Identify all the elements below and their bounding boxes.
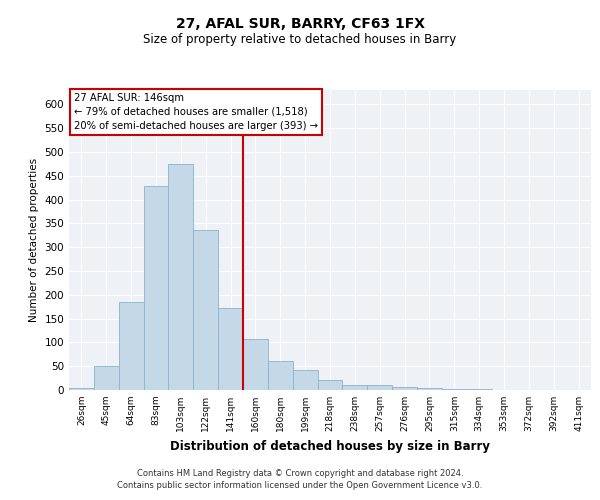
Text: 27 AFAL SUR: 146sqm
← 79% of detached houses are smaller (1,518)
20% of semi-det: 27 AFAL SUR: 146sqm ← 79% of detached ho… (74, 93, 318, 131)
Text: Contains HM Land Registry data © Crown copyright and database right 2024.: Contains HM Land Registry data © Crown c… (137, 468, 463, 477)
X-axis label: Distribution of detached houses by size in Barry: Distribution of detached houses by size … (170, 440, 490, 452)
Bar (293, 370, 317, 390)
Bar (392, 386, 417, 390)
Text: Contains public sector information licensed under the Open Government Licence v3: Contains public sector information licen… (118, 481, 482, 490)
Bar (317, 380, 343, 390)
Bar (442, 388, 467, 390)
Bar (243, 339, 268, 390)
Bar (467, 389, 491, 390)
Bar (119, 302, 143, 390)
Bar (169, 164, 193, 390)
Y-axis label: Number of detached properties: Number of detached properties (29, 158, 39, 322)
Bar (343, 385, 367, 390)
Bar (417, 388, 442, 390)
Bar (143, 186, 169, 390)
Bar (94, 366, 119, 390)
Bar (268, 362, 293, 390)
Bar (69, 388, 94, 390)
Bar (367, 385, 392, 390)
Text: Size of property relative to detached houses in Barry: Size of property relative to detached ho… (143, 32, 457, 46)
Text: 27, AFAL SUR, BARRY, CF63 1FX: 27, AFAL SUR, BARRY, CF63 1FX (176, 18, 425, 32)
Bar (218, 308, 243, 390)
Bar (193, 230, 218, 390)
